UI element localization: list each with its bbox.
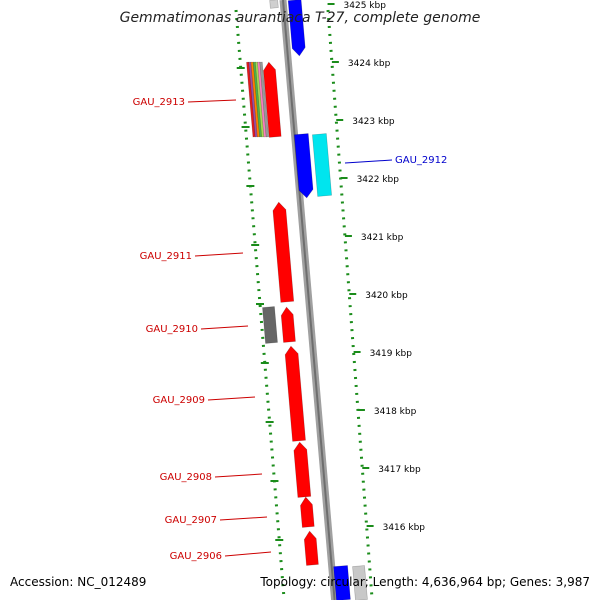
- gene-label: GAU_2912: [395, 155, 447, 166]
- gene-leader-line: [194, 252, 244, 257]
- gene-leader-line: [207, 396, 256, 401]
- gene-leader-line: [224, 551, 272, 557]
- gene-label: GAU_2908: [160, 472, 212, 483]
- gene-leader-line: [187, 99, 237, 103]
- gene-forward-2911: [272, 201, 295, 303]
- scale-tick-label: 3423 kbp: [352, 117, 395, 127]
- gene-gray-2910: [262, 306, 278, 344]
- gene-label: GAU_2910: [146, 324, 198, 335]
- genome-title: Gemmatimonas aurantiaca T-27, complete g…: [119, 10, 481, 26]
- gene-leader-line: [344, 159, 393, 164]
- scale-tick-label: 3418 kbp: [374, 407, 417, 417]
- gene-leader-line: [219, 516, 268, 521]
- gene-label: GAU_2913: [133, 97, 185, 108]
- topology-text: Topology: circular; Length: 4,636,964 bp…: [260, 575, 590, 589]
- scale-tick-label: 3421 kbp: [361, 233, 404, 243]
- gene-forward-2906: [303, 530, 319, 566]
- gene-multicolor-stripe: [259, 61, 270, 138]
- backbone-core: [282, 0, 336, 601]
- gene-reverse-2912b: [312, 133, 332, 197]
- scale-tick-label: 3425 kbp: [344, 1, 387, 11]
- scale-tick-label: 3420 kbp: [365, 291, 408, 301]
- gene-leader-line: [200, 325, 249, 330]
- gene-label: GAU_2907: [165, 515, 217, 526]
- gene-forward-2907: [300, 496, 315, 528]
- gene-label: GAU_2906: [170, 551, 222, 562]
- scale-tick-label: 3417 kbp: [378, 465, 421, 475]
- gene-forward-2908: [293, 441, 312, 498]
- gene-gray-top: [269, 0, 279, 9]
- gene-reverse-bottom: [333, 565, 351, 601]
- gene-label: GAU_2911: [140, 251, 192, 262]
- gene-forward-2910: [280, 306, 296, 343]
- gene-gray-bottom: [352, 565, 368, 601]
- gene-forward-2909: [284, 345, 306, 442]
- map-band: [232, 0, 376, 600]
- scale-tick-label: 3422 kbp: [357, 175, 400, 185]
- scale-tick-label: 3416 kbp: [383, 523, 426, 533]
- gene-reverse-top: [287, 0, 306, 57]
- gene-forward-2913: [263, 61, 282, 138]
- accession-text: Accession: NC_012489: [10, 575, 147, 589]
- gene-leader-line: [214, 473, 263, 478]
- scale-tick-label: 3424 kbp: [348, 59, 391, 69]
- gene-reverse-2912a: [293, 133, 314, 199]
- gene-label: GAU_2909: [153, 395, 205, 406]
- scale-tick-label: 3419 kbp: [370, 349, 413, 359]
